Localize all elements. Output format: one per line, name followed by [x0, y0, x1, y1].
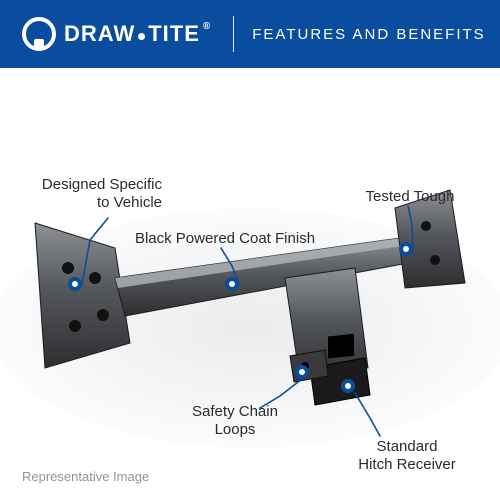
header-divider — [233, 16, 234, 52]
label-safety-chain: Safety ChainLoops — [180, 403, 290, 439]
header-title: FEATURES AND BENEFITS — [252, 26, 485, 43]
label-tested-tough: Tested Tough — [350, 188, 470, 206]
label-coat-finish: Black Powered Coat Finish — [115, 230, 335, 248]
brand-logo: DRAW TITE ® — [22, 17, 211, 51]
marker-receiver — [341, 379, 355, 393]
marker-designed — [68, 277, 82, 291]
label-hitch-receiver: StandardHitch Receiver — [342, 438, 472, 474]
header-bar: DRAW TITE ® FEATURES AND BENEFITS — [0, 0, 500, 68]
footer-note: Representative Image — [22, 469, 149, 484]
label-designed-specific: Designed Specificto Vehicle — [22, 176, 162, 212]
hitch-ball-icon — [22, 17, 56, 51]
leader-designed — [82, 218, 108, 284]
marker-tested — [399, 242, 413, 256]
infographic-root: DRAW TITE ® FEATURES AND BENEFITS — [0, 0, 500, 500]
brand-hyphen-icon — [138, 33, 145, 40]
brand-word-b: TITE — [148, 21, 200, 47]
marker-finish — [225, 277, 239, 291]
diagram-stage: Designed Specificto Vehicle Black Powere… — [0, 68, 500, 500]
registered-icon: ® — [203, 21, 211, 32]
marker-loops — [295, 365, 309, 379]
leader-receiver — [355, 393, 380, 436]
brand-word-a: DRAW — [64, 21, 135, 47]
brand-wordmark: DRAW TITE ® — [64, 21, 211, 47]
